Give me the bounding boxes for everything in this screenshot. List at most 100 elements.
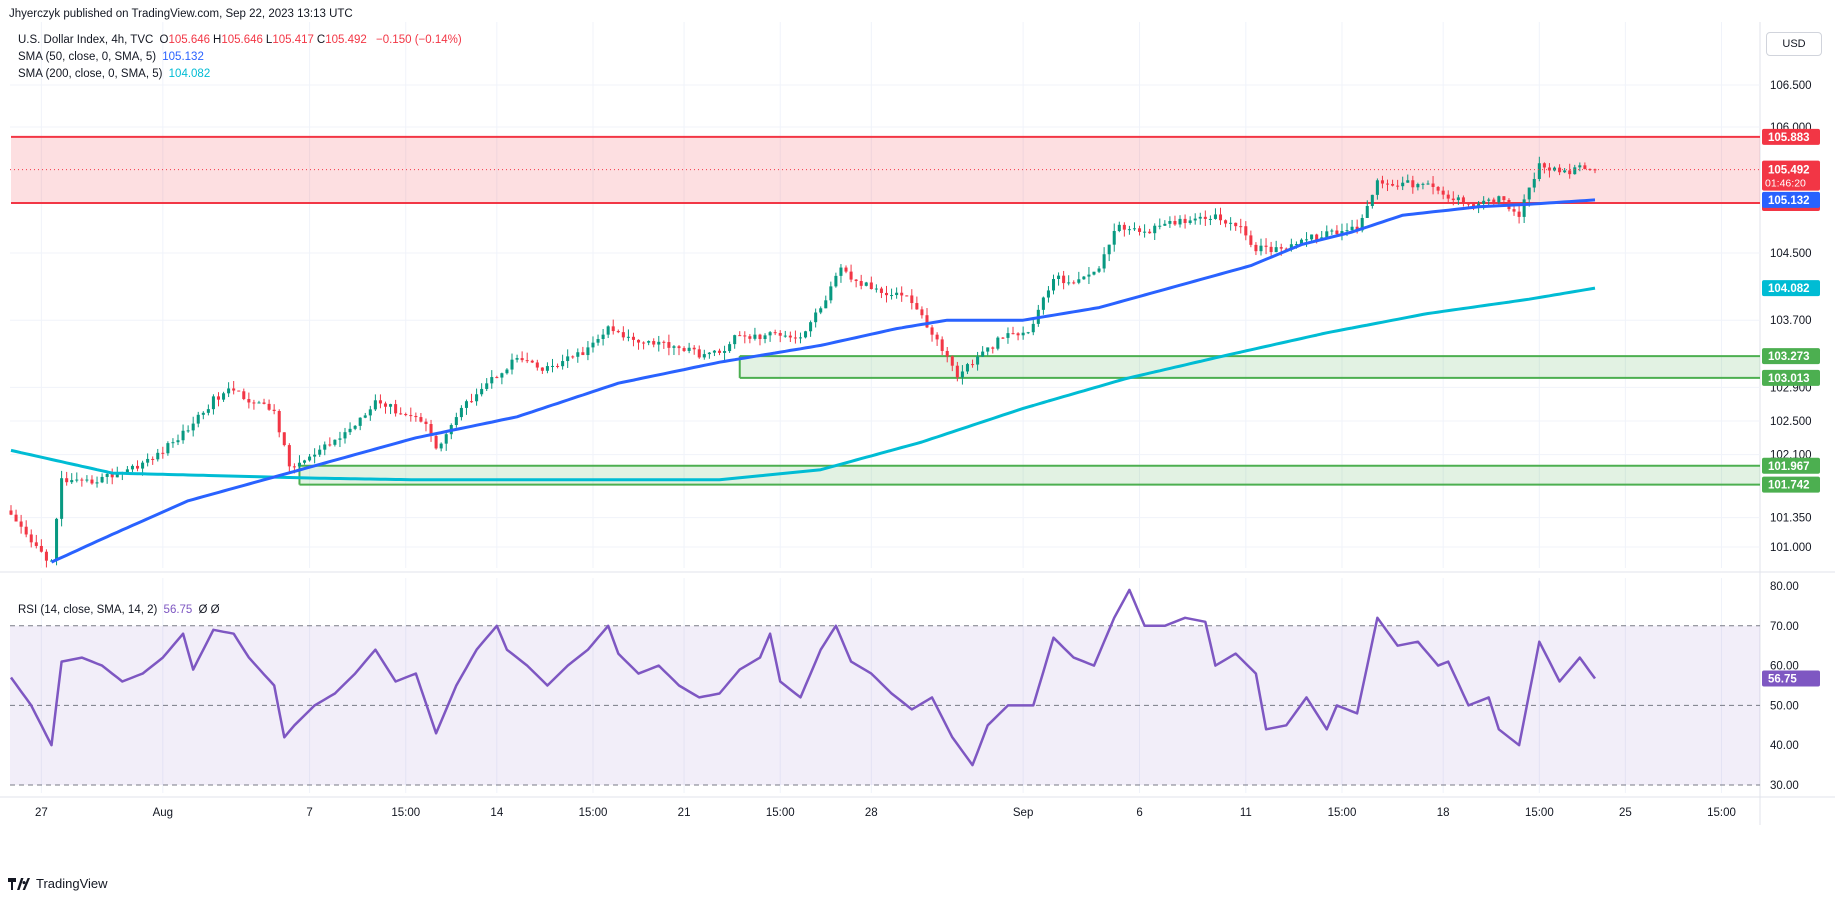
brand-name: TradingView xyxy=(36,876,108,891)
time-tick-label: 15:00 xyxy=(579,807,608,819)
candle-body xyxy=(1208,218,1212,220)
candle-body xyxy=(890,295,894,297)
candle-body xyxy=(1375,180,1379,195)
candle-body xyxy=(707,352,711,355)
time-tick-label: 27 xyxy=(35,807,48,819)
sma50-badge: 105.132 xyxy=(1768,195,1810,207)
candle-up xyxy=(166,441,170,456)
candle-body xyxy=(1234,222,1238,227)
candle-body xyxy=(647,341,651,343)
candle-up xyxy=(1416,182,1420,191)
candle-body xyxy=(1168,221,1172,224)
candle-up xyxy=(561,354,565,370)
candle-body xyxy=(1527,187,1531,200)
candle-up xyxy=(814,308,818,328)
candle-down xyxy=(1224,219,1228,228)
support-lower-bottom-badge-bg xyxy=(1762,476,1820,493)
candle-down xyxy=(884,285,889,303)
candle-body xyxy=(24,526,28,535)
sma50-legend[interactable]: SMA (50, close, 0, SMA, 5) 105.132 xyxy=(18,51,207,63)
candle-up xyxy=(976,351,980,371)
candle-body xyxy=(930,327,934,335)
candle-up xyxy=(156,448,160,462)
tradingview-logo[interactable]: TradingView xyxy=(8,876,108,891)
candle-body xyxy=(19,521,23,527)
candle-body xyxy=(895,292,899,296)
candle-body xyxy=(1117,224,1121,232)
candle-body xyxy=(1163,223,1167,226)
candle-up xyxy=(1229,217,1233,231)
candle-down xyxy=(950,355,954,372)
candle-down xyxy=(80,477,84,487)
candle-body xyxy=(1006,333,1010,338)
candle-body xyxy=(1472,204,1476,207)
candle-body xyxy=(748,336,752,339)
candle-body xyxy=(712,350,716,353)
candle-up xyxy=(318,445,322,457)
candle-body xyxy=(1284,248,1288,250)
candle-body xyxy=(1558,167,1562,173)
candle-down xyxy=(383,401,388,414)
candle-body xyxy=(211,396,215,410)
candle-body xyxy=(196,414,200,424)
candle-body xyxy=(1441,190,1445,195)
candle-body xyxy=(510,359,514,370)
candle-body xyxy=(444,434,448,444)
candle-body xyxy=(318,449,322,455)
candle-down xyxy=(394,399,398,417)
candle-up xyxy=(454,412,458,428)
time-tick-label: 15:00 xyxy=(1707,807,1736,819)
candle-up xyxy=(687,342,691,354)
candle-body xyxy=(363,415,367,418)
candle-body xyxy=(34,542,38,546)
candle-body xyxy=(414,415,418,418)
candle-down xyxy=(237,390,241,392)
candle-body xyxy=(1213,214,1217,219)
candle-body xyxy=(1198,216,1202,219)
currency-button[interactable]: USD xyxy=(1766,32,1822,56)
time-tick-label: 21 xyxy=(678,807,691,819)
candle-body xyxy=(1370,194,1374,206)
candle-up xyxy=(1532,172,1536,193)
candle-body xyxy=(70,480,74,483)
candle-body xyxy=(798,337,802,339)
candle-down xyxy=(667,334,671,356)
candle-body xyxy=(353,425,357,429)
symbol-legend[interactable]: U.S. Dollar Index, 4h, TVC O105.646 H105.… xyxy=(18,34,465,46)
candle-body xyxy=(1482,200,1486,204)
ohlc-key-o: O xyxy=(159,34,169,46)
candle-down xyxy=(642,341,646,350)
sma200-legend[interactable]: SMA (200, close, 0, SMA, 5) 104.082 xyxy=(18,68,213,80)
publisher-caption: Jhyerczyk published on TradingView.com, … xyxy=(9,8,353,20)
candle-down xyxy=(1588,168,1592,171)
candle-body xyxy=(652,341,656,345)
rsi-legend[interactable]: RSI (14, close, SMA, 14, 2) 56.75 Ø Ø xyxy=(18,604,223,616)
candle-up xyxy=(1168,216,1172,228)
candle-body xyxy=(566,356,570,362)
candle-body xyxy=(910,295,914,304)
candle-up xyxy=(480,383,484,397)
candle-body xyxy=(591,342,595,348)
support-lower-top-badge: 101.967 xyxy=(1768,461,1810,473)
candle-down xyxy=(429,419,433,442)
rsi-tick-label: 70.00 xyxy=(1770,621,1799,633)
candle-body xyxy=(262,402,266,404)
candle-up xyxy=(1163,220,1167,226)
candle-body xyxy=(1325,231,1329,238)
candle-up xyxy=(363,412,367,419)
candle-down xyxy=(328,437,332,447)
candle-body xyxy=(1077,279,1081,283)
candle-down xyxy=(945,346,949,363)
candle-up xyxy=(1552,166,1557,172)
candle-body xyxy=(424,421,428,425)
time-tick-label: Aug xyxy=(153,807,173,819)
candle-up xyxy=(1178,215,1182,228)
candle-down xyxy=(404,412,408,417)
price-tick-label: 106.500 xyxy=(1770,80,1812,92)
candle-body xyxy=(697,349,701,358)
candle-body xyxy=(515,358,519,360)
candle-down xyxy=(1517,205,1521,224)
candle-body xyxy=(1031,323,1035,333)
candle-up xyxy=(1310,234,1314,242)
